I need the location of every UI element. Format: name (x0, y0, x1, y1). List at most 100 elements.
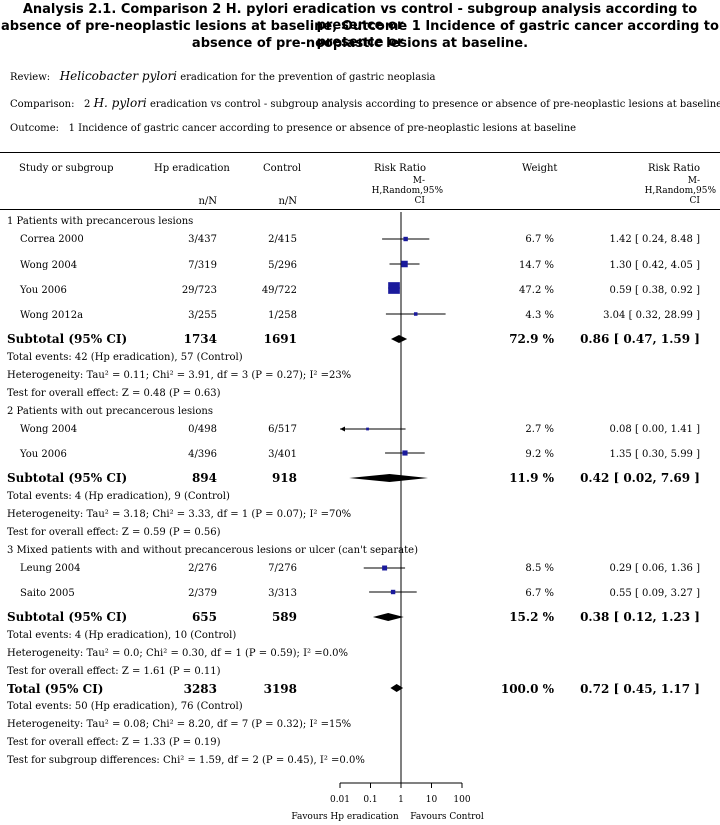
subtotal-ci: 0.38 [ 0.12, 1.23 ] (580, 610, 700, 624)
col-rr-plot-2: M- (412, 176, 425, 186)
stats-line: Total events: 4 (Hp eradication), 9 (Con… (7, 491, 230, 502)
x-tick-label: 0.01 (330, 795, 350, 805)
col-rr-plot-4: CI (414, 196, 425, 206)
study-name: Wong 2004 (20, 260, 78, 271)
stats-line: Total events: 4 (Hp eradication), 10 (Co… (7, 630, 237, 641)
study-name: Wong 2004 (20, 424, 78, 435)
study-square (403, 236, 408, 242)
study-square (401, 260, 408, 268)
study-weight: 47.2 % (519, 285, 554, 296)
study-square (413, 312, 418, 316)
pooled-diamond (372, 613, 404, 621)
study-weight: 9.2 % (525, 449, 554, 460)
study-ci: 1.35 [ 0.30, 5.99 ] (609, 449, 701, 460)
study-ci: 0.29 [ 0.06, 1.36 ] (609, 563, 701, 574)
comparison-line: Comparison: 2 H. pylori eradication vs c… (10, 96, 720, 110)
study-control: 6/517 (268, 424, 297, 435)
col-hp-sub: n/N (198, 196, 217, 207)
subtotal-hp: 894 (191, 471, 217, 485)
favours-left: Favours Hp eradication (291, 812, 399, 822)
col-weight: Weight (522, 163, 558, 174)
total-stats-line: Total events: 50 (Hp eradication), 76 (C… (7, 701, 243, 712)
total-control: 3198 (263, 682, 297, 696)
study-hp: 0/498 (188, 424, 217, 435)
col-control: Control (263, 163, 302, 174)
study-ci: 0.08 [ 0.00, 1.41 ] (609, 424, 701, 435)
title-line-2: absence of pre-neoplastic lesions at bas… (1, 19, 719, 50)
study-weight: 2.7 % (525, 424, 554, 435)
group-3-title: 3 Mixed patients with and without precan… (7, 545, 418, 556)
pooled-diamond (349, 474, 429, 482)
stats-line: Test for overall effect: Z = 0.59 (P = 0… (7, 527, 221, 538)
study-control: 2/415 (268, 234, 297, 245)
subtotal-weight: 11.9 % (509, 471, 554, 485)
col-study: Study or subgroup (19, 163, 114, 174)
x-tick-label: 1 (398, 795, 404, 805)
review-text: eradication for the prevention of gastri… (180, 72, 436, 83)
col-rr-plot-1: Risk Ratio (373, 163, 427, 174)
group-2-title: 2 Patients with out precancerous lesions (7, 406, 213, 417)
study-hp: 29/723 (181, 285, 217, 296)
subtotal-label: Subtotal (95% CI) (7, 332, 128, 346)
study-hp: 4/396 (188, 449, 217, 460)
study-control: 7/276 (268, 563, 297, 574)
study-name: Leung 2004 (20, 563, 81, 574)
comparison-prefix: 2 (84, 99, 91, 110)
study-square (388, 282, 400, 294)
study-square (382, 565, 388, 571)
stats-line: Heterogeneity: Tau² = 3.18; Chi² = 3.33,… (7, 509, 352, 520)
total-stats-line: Test for overall effect: Z = 1.33 (P = 0… (7, 737, 221, 748)
stats-line: Total events: 42 (Hp eradication), 57 (C… (7, 352, 243, 363)
study-square (402, 450, 408, 456)
pooled-diamond (390, 335, 408, 343)
stats-line: Heterogeneity: Tau² = 0.0; Chi² = 0.30, … (7, 648, 349, 659)
study-control: 49/722 (261, 285, 297, 296)
study-name: You 2006 (20, 285, 67, 296)
study-control: 3/401 (268, 449, 297, 460)
top-rule (0, 152, 720, 153)
study-ci: 0.55 [ 0.09, 3.27 ] (609, 588, 701, 599)
x-tick-label: 100 (453, 795, 470, 805)
study-weight: 6.7 % (525, 588, 554, 599)
header-rule (0, 209, 720, 210)
stats-line: Heterogeneity: Tau² = 0.11; Chi² = 3.91,… (7, 370, 352, 381)
study-hp: 2/276 (188, 563, 217, 574)
title-line-3: absence of pre-neoplastic lesions at bas… (191, 36, 529, 51)
comparison-label: Comparison: (10, 99, 75, 110)
col-rr-plot-3: H,Random,95% (371, 186, 443, 196)
study-name: You 2006 (20, 449, 67, 460)
review-italic: Helicobacter pylori (59, 69, 178, 83)
comparison-italic: H. pylori (93, 96, 147, 110)
title-line-1: Analysis 2.1. Comparison 2 H. pylori era… (22, 2, 698, 33)
stats-line: Test for overall effect: Z = 1.61 (P = 0… (7, 666, 221, 677)
study-control: 5/296 (268, 260, 297, 271)
x-tick-label: 0.1 (363, 795, 377, 805)
subtotal-label: Subtotal (95% CI) (7, 471, 128, 485)
subtotal-ci: 0.42 [ 0.02, 7.69 ] (580, 471, 700, 485)
study-weight: 6.7 % (525, 234, 554, 245)
review-label: Review: (10, 72, 51, 83)
col-hp: Hp eradication (154, 163, 230, 174)
subtotal-control: 1691 (263, 332, 297, 346)
pooled-diamond (390, 684, 404, 692)
x-tick-label: 10 (426, 795, 438, 805)
outcome-label: Outcome: (10, 123, 60, 134)
subtotal-hp: 655 (191, 610, 217, 624)
study-name: Wong 2012a (20, 310, 84, 321)
study-ci: 0.59 [ 0.38, 0.92 ] (609, 285, 701, 296)
total-hp: 3283 (183, 682, 217, 696)
col-control-sub: n/N (278, 196, 297, 207)
study-hp: 3/255 (188, 310, 217, 321)
outcome-text: 1 Incidence of gastric cancer according … (68, 123, 577, 134)
study-weight: 8.5 % (525, 563, 554, 574)
review-line: Review: Helicobacter pylori eradication … (10, 69, 436, 83)
study-hp: 3/437 (188, 234, 217, 245)
comparison-text: eradication vs control - subgroup analys… (149, 99, 720, 110)
subtotal-control: 589 (271, 610, 297, 624)
total-stats-line: Heterogeneity: Tau² = 0.08; Chi² = 8.20,… (7, 719, 352, 730)
subtotal-ci: 0.86 [ 0.47, 1.59 ] (580, 332, 700, 346)
study-hp: 7/319 (188, 260, 217, 271)
study-square (366, 427, 369, 431)
study-hp: 2/379 (188, 588, 217, 599)
subtotal-weight: 15.2 % (509, 610, 554, 624)
